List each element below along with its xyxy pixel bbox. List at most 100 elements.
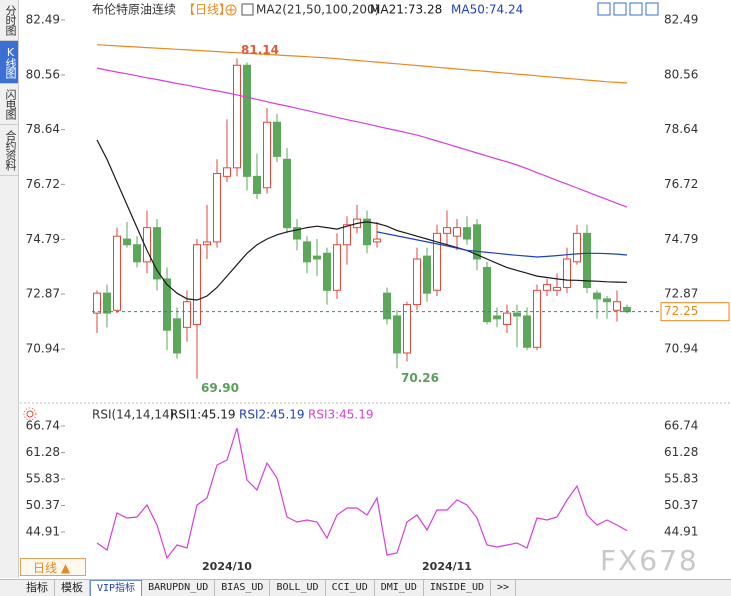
bottom-tab[interactable]: BARUPDN_UD [142,580,216,596]
y-tick-label: 78.64 [26,122,60,136]
candle-body [583,232,591,288]
bottom-tab[interactable]: CCI_UD [326,580,375,596]
candle-body [213,173,221,243]
side-tab[interactable]: 分时图 [0,0,18,41]
price-tag [660,302,730,322]
candle-body [433,232,441,291]
y-tick-label: 76.72 [664,177,698,191]
y-tick-label: 72.87 [26,287,60,301]
annotation: 70.26 [401,371,439,385]
rsi-icon[interactable] [23,407,37,421]
candle-body [133,244,141,263]
candle-body [513,312,521,317]
period-button[interactable]: 日线 ▲ [20,558,86,576]
line [376,231,628,258]
y-tick-label: 61.28 [664,445,698,459]
candle-body [383,292,391,320]
line [96,139,628,301]
y-tick-label: 44.91 [26,524,60,538]
bottom-tab[interactable]: 模板 [55,580,90,596]
y-tick-label: 50.37 [664,498,698,512]
candle-body [573,232,581,263]
y-tick-label: 82.49 [664,12,698,26]
candle-body [193,244,201,326]
candle-body [143,227,151,263]
y-tick-label: 80.56 [26,67,60,81]
y-tick-label: 74.79 [26,232,60,246]
candle-body [373,238,381,243]
candle-body [233,64,241,169]
candle-body [473,224,481,260]
side-tab[interactable]: K线图 [0,41,18,84]
candle-body [243,64,251,177]
y-tick-label: 80.56 [664,67,698,81]
chart-title: 布伦特原油连续 [92,2,176,17]
y-tick-label: 50.37 [26,498,60,512]
legend-entry: RSI1:45.19 [170,408,236,422]
bottom-tab[interactable]: BIAS_UD [215,580,271,596]
y-tick-label: 55.83 [664,471,698,485]
candle-body [93,292,101,314]
bottom-tab[interactable]: >> [491,580,517,596]
candle-body [263,121,271,189]
y-tick-label: 55.83 [26,471,60,485]
candle-body [333,244,341,291]
candle-body [403,304,411,354]
legend-entry: RSI2:45.19 [239,408,305,422]
bottom-tab[interactable]: DMI_UD [375,580,424,596]
candle-body [273,121,281,157]
x-tick-label: 2024/10 [202,560,252,573]
y-tick-label: 82.49 [26,12,60,26]
line [96,427,628,560]
bottom-tab[interactable]: 指标 [0,580,55,596]
candle-body [463,227,471,240]
candle-body [603,298,611,303]
annotation: 69.90 [201,381,239,395]
add-icon[interactable] [225,4,237,16]
candle-body [303,241,311,263]
annotation: 81.14 [241,43,279,57]
candle-body [543,284,551,291]
bottom-tab[interactable]: VIP指标 [90,580,143,596]
candle-body [443,227,451,234]
side-tab[interactable]: 闪电图 [0,84,18,125]
bottom-tab[interactable]: INSIDE_UD [424,580,492,596]
x-tick-label: 2024/11 [422,560,472,573]
candle-body [533,289,541,348]
y-tick-label: 78.64 [664,122,698,136]
y-tick-label: 74.79 [664,232,698,246]
candle-body [553,286,561,291]
candle-body [593,292,601,300]
legend-entry: MA21:73.28 [370,3,442,17]
y-tick-label: 44.91 [664,524,698,538]
y-tick-label: 76.72 [26,177,60,191]
candle-body [523,315,531,348]
indicator-icon[interactable] [241,3,254,16]
candle-body [183,301,191,328]
y-tick-label: 72.87 [664,287,698,301]
candle-body [323,252,331,291]
candle-body [283,158,291,229]
legend-entry: MA50:74.24 [451,3,523,17]
candle-body [103,292,111,314]
candle-body [203,241,211,246]
y-tick-label: 61.28 [26,445,60,459]
price-tag-label: 72.25 [664,304,698,318]
candle-body [223,167,231,177]
toolbar[interactable] [597,2,659,16]
bottom-tab[interactable]: BOLL_UD [270,580,326,596]
y-tick-label: 66.74 [26,419,60,433]
candle-body [453,227,461,237]
y-tick-label: 70.94 [664,342,698,356]
side-tab[interactable]: 合约资料 [0,125,18,176]
candle-body [313,255,321,260]
indicator-label: MA2(21,50,100,200) [256,3,379,17]
candle-body [173,318,181,354]
candle-body [163,278,171,331]
bottom-tabs: 指标 模板 VIP指标 BARUPDN_UD BIAS_UD BOLL_UD CCI_UD D… [0,579,731,596]
candle-body [293,227,301,240]
candle-body [413,258,421,306]
candle-body [123,238,131,246]
candle-body [423,255,431,294]
